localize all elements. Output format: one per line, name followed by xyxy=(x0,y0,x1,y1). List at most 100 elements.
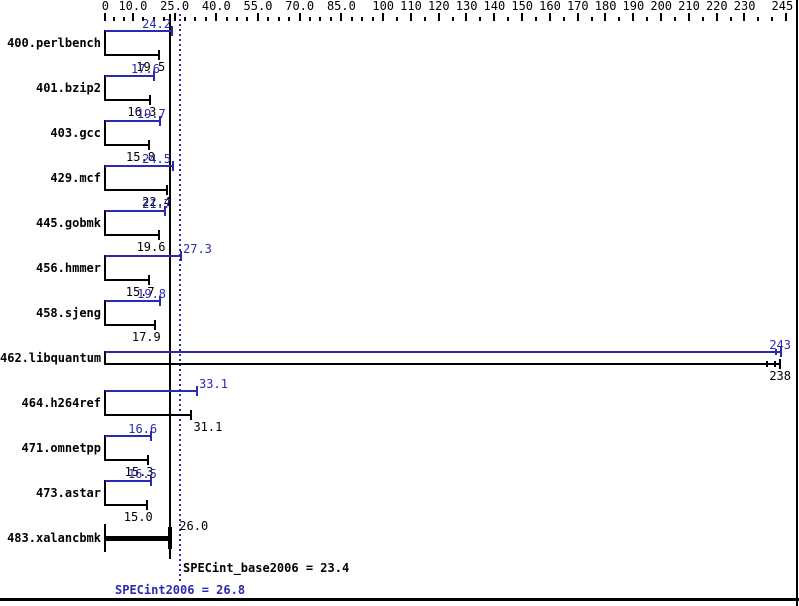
axis-tick-minor xyxy=(361,17,364,21)
peak-value-label: 21.7 xyxy=(142,197,171,211)
axis-tick-label: 110 xyxy=(400,0,422,13)
axis-tick-minor xyxy=(183,17,186,21)
peak-bar xyxy=(105,120,160,122)
axis-tick-major xyxy=(604,13,607,21)
axis-tick-minor xyxy=(729,17,732,21)
peak-value-label: 19.8 xyxy=(137,287,167,301)
run-tick xyxy=(773,361,776,367)
axis-tick-minor xyxy=(329,17,332,21)
peak-bar xyxy=(105,75,154,77)
peak-value-label: 16.5 xyxy=(127,467,157,481)
axis-tick-major xyxy=(256,13,259,21)
mean-line-base-solid xyxy=(169,14,172,559)
peak-value-label: 16.6 xyxy=(128,422,158,436)
base-bar xyxy=(105,414,192,416)
base-value-label: 15.8 xyxy=(126,150,155,164)
peak-bar xyxy=(105,255,181,257)
base-bar xyxy=(105,234,160,236)
base-value-label: 19.6 xyxy=(136,240,166,254)
benchmark-label: 400.perlbench xyxy=(7,36,101,50)
axis-tick-minor xyxy=(701,17,704,21)
peak-bar xyxy=(105,435,152,437)
axis-tick-label: 10.0 xyxy=(118,0,148,13)
axis-tick-major xyxy=(660,13,662,21)
axis-tick-label: 220 xyxy=(705,0,728,13)
bar-endcap xyxy=(190,410,193,420)
bar-start-bracket xyxy=(104,165,106,191)
axis-tick-label: 70.0 xyxy=(285,0,315,13)
peak-value-label: 19.7 xyxy=(136,107,166,121)
bar-start-bracket xyxy=(104,75,106,101)
combined-bar xyxy=(105,536,171,541)
axis-tick-minor xyxy=(122,17,125,21)
axis-tick-minor xyxy=(319,17,322,21)
bar-endcap xyxy=(149,95,152,105)
axis-tick-major xyxy=(687,13,690,21)
axis-tick-label: 190 xyxy=(622,0,645,13)
axis-tick-minor xyxy=(451,17,454,21)
base-bar xyxy=(105,279,149,281)
axis-tick-minor xyxy=(673,17,676,21)
axis-tick-minor xyxy=(163,17,166,21)
peak-value-label: 27.3 xyxy=(183,242,212,256)
base-bar xyxy=(105,54,160,56)
bar-endcap xyxy=(171,26,174,36)
axis-tick-major xyxy=(104,13,106,21)
axis-tick-major xyxy=(340,13,343,21)
base-value-label: 15.7 xyxy=(125,285,155,299)
axis-tick-label: 25.0 xyxy=(160,0,190,13)
axis-tick-minor xyxy=(507,17,510,21)
benchmark-label: 429.mcf xyxy=(50,171,101,185)
combined-value-label: 26.0 xyxy=(179,519,209,533)
axis-tick-minor xyxy=(236,17,239,21)
base-bar xyxy=(105,99,151,101)
bar-endcap xyxy=(172,161,175,171)
axis-tick-label: 0 xyxy=(101,0,109,13)
base-value-label: 19.5 xyxy=(136,60,166,74)
bar-endcap xyxy=(146,455,149,465)
bar-start-bracket xyxy=(104,120,106,146)
bar-endcap xyxy=(168,527,173,549)
axis-tick-major xyxy=(493,13,496,21)
axis-tick-minor xyxy=(246,17,249,21)
axis-tick-major xyxy=(632,13,635,21)
axis-tick-minor xyxy=(309,17,312,21)
run-tick xyxy=(765,361,768,367)
axis-tick-major xyxy=(173,13,176,21)
axis-tick-minor xyxy=(277,17,280,21)
axis-tick-minor xyxy=(534,17,537,21)
axis-tick-label: 55.0 xyxy=(243,0,273,13)
axis-tick-minor xyxy=(288,17,291,21)
base-bar xyxy=(105,189,168,191)
peak-value-label: 33.1 xyxy=(199,377,228,391)
base-bar xyxy=(105,459,148,461)
bar-start-bracket xyxy=(104,480,106,506)
axis-tick-major xyxy=(785,13,788,21)
axis-tick-major xyxy=(743,13,746,21)
bar-endcap xyxy=(164,206,167,216)
bar-endcap xyxy=(147,275,150,285)
bar-endcap xyxy=(147,140,150,150)
axis-tick-minor xyxy=(204,17,207,21)
benchmark-label: 473.astar xyxy=(35,486,101,500)
window-border-bottom xyxy=(0,598,799,601)
bar-endcap xyxy=(179,251,182,261)
base-value-label: 17.9 xyxy=(131,330,161,344)
axis-tick-label: 100 xyxy=(372,0,395,13)
peak-value-label: 24.5 xyxy=(142,152,171,166)
axis-tick-major xyxy=(382,13,384,21)
axis-tick-major xyxy=(715,13,718,21)
base-bar xyxy=(105,144,149,146)
benchmark-label: 471.omnetpp xyxy=(21,441,101,455)
base-value-label: 238 xyxy=(769,369,791,383)
benchmark-label: 483.xalancbmk xyxy=(7,531,101,545)
axis-tick-label: 180 xyxy=(594,0,617,13)
bar-start-bracket xyxy=(104,30,106,56)
axis-tick-minor xyxy=(395,17,398,21)
run-tick xyxy=(775,349,778,355)
axis-tick-major xyxy=(298,13,301,21)
axis-tick-minor xyxy=(618,17,621,21)
peak-bar xyxy=(105,30,173,32)
axis-tick-minor xyxy=(113,17,116,21)
